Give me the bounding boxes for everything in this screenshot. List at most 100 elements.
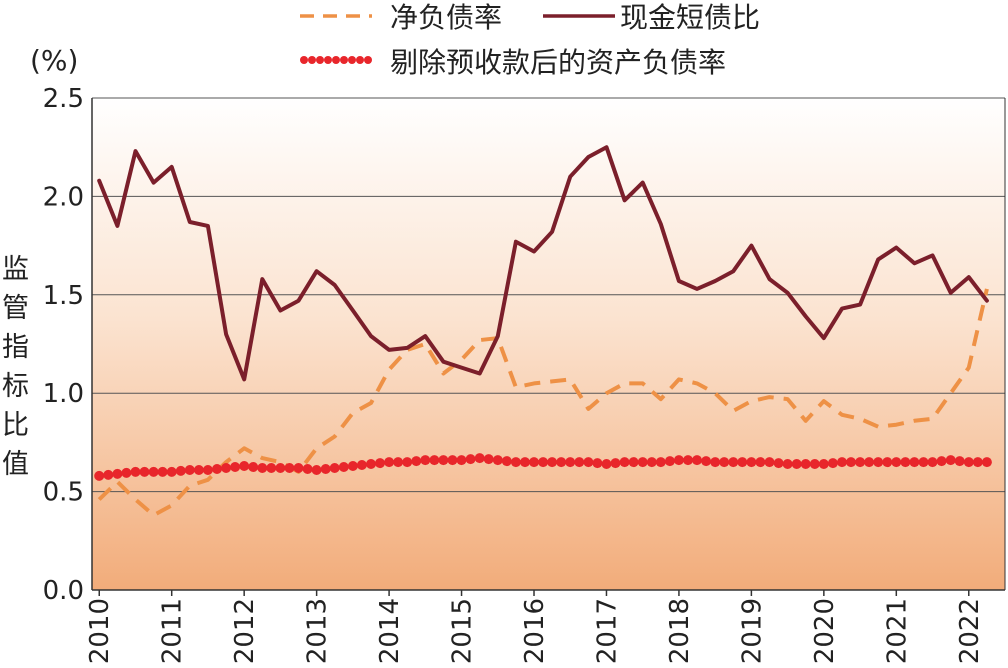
adjusted-asset-liability-dot xyxy=(393,457,404,468)
adjusted-asset-liability-dot xyxy=(827,458,838,469)
adjusted-asset-liability-dot xyxy=(719,457,730,468)
legend-dot xyxy=(364,56,372,64)
adjusted-asset-liability-dot xyxy=(501,456,512,467)
legend: 净负债率 现金短债比 剔除预收款后的资产负债率 xyxy=(300,1,760,79)
adjusted-asset-liability-point xyxy=(293,463,304,473)
adjusted-asset-liability-point xyxy=(637,457,648,468)
adjusted-asset-liability-point xyxy=(529,457,539,468)
legend-label-adjusted-asset-liability: 剔除预收款后的资产负债率 xyxy=(390,46,726,79)
y-axis-label-char: 标 xyxy=(2,371,29,402)
adjusted-asset-liability-point xyxy=(782,459,793,469)
adjusted-asset-liability-dot xyxy=(791,459,802,469)
adjusted-asset-liability-point xyxy=(855,457,866,468)
legend-dot xyxy=(308,56,316,64)
adjusted-asset-liability-dot xyxy=(284,463,295,473)
adjusted-asset-liability-point xyxy=(837,457,847,468)
adjusted-asset-liability-dot xyxy=(592,458,603,469)
adjusted-asset-liability-dot xyxy=(918,457,929,468)
adjusted-asset-liability-point xyxy=(909,457,920,468)
x-tick-label: 2020 xyxy=(810,598,840,664)
y-tick-label: 1.0 xyxy=(43,379,84,409)
y-tick-label: 2.5 xyxy=(43,84,84,114)
adjusted-asset-liability-dot xyxy=(882,457,893,468)
adjusted-asset-liability-dot xyxy=(520,457,530,468)
adjusted-asset-liability-dot xyxy=(266,463,277,473)
x-tick-label: 2010 xyxy=(85,598,115,664)
x-tick-label: 2015 xyxy=(448,598,478,664)
adjusted-asset-liability-dot xyxy=(429,455,440,466)
adjusted-asset-liability-dot xyxy=(175,465,186,476)
adjusted-asset-liability-point xyxy=(420,455,431,466)
x-tick-label: 2017 xyxy=(592,598,622,664)
adjusted-asset-liability-point xyxy=(456,455,467,466)
adjusted-asset-liability-dot xyxy=(465,454,476,465)
adjusted-asset-liability-dot xyxy=(320,464,331,474)
legend-label-cash-short-debt: 现金短债比 xyxy=(620,1,760,34)
adjusted-asset-liability-dot xyxy=(954,456,965,467)
adjusted-asset-liability-point xyxy=(565,457,576,468)
adjusted-asset-liability-point xyxy=(963,457,974,468)
x-tick-label: 2013 xyxy=(303,598,333,664)
adjusted-asset-liability-point xyxy=(239,461,250,471)
adjusted-asset-liability-point xyxy=(221,463,232,473)
x-tick-label: 2018 xyxy=(665,598,695,664)
adjusted-asset-liability-point xyxy=(710,457,721,468)
adjusted-asset-liability-dot xyxy=(121,467,132,478)
adjusted-asset-liability-dot xyxy=(936,456,947,467)
adjusted-asset-liability-dot xyxy=(483,454,494,465)
adjusted-asset-liability-point xyxy=(402,457,413,468)
adjusted-asset-liability-point xyxy=(619,457,630,468)
y-axis-label-char: 管 xyxy=(2,293,29,324)
y-tick-labels: 0.0 0.5 1.0 1.5 2.0 2.5 xyxy=(43,84,84,606)
adjusted-asset-liability-dot xyxy=(846,457,856,468)
legend-dot xyxy=(324,56,332,64)
adjusted-asset-liability-dot xyxy=(139,466,150,477)
x-tick-label: 2022 xyxy=(955,598,985,664)
legend-dot xyxy=(340,56,348,64)
adjusted-asset-liability-point xyxy=(366,459,376,469)
series-line-cash-short-debt xyxy=(97,145,989,382)
adjusted-asset-liability-point xyxy=(945,455,956,466)
adjusted-asset-liability-dot xyxy=(628,457,639,468)
x-tick-label: 2014 xyxy=(375,598,405,664)
legend-dot xyxy=(332,56,340,64)
adjusted-asset-liability-point xyxy=(384,457,395,468)
legend-dot xyxy=(300,56,308,64)
adjusted-asset-liability-dot xyxy=(972,457,983,468)
adjusted-asset-liability-dot xyxy=(556,457,567,468)
adjusted-asset-liability-point xyxy=(166,466,177,477)
y-tick-label: 2.0 xyxy=(43,182,84,212)
adjusted-asset-liability-dot xyxy=(538,457,549,468)
x-tick-label: 2021 xyxy=(882,598,912,664)
adjusted-asset-liability-point xyxy=(130,466,141,477)
adjusted-asset-liability-dot xyxy=(701,456,712,467)
adjusted-asset-liability-dot xyxy=(773,458,784,469)
y-tick-label: 0.0 xyxy=(43,576,84,606)
adjusted-asset-liability-point xyxy=(818,459,829,469)
adjusted-asset-liability-dot xyxy=(737,457,748,468)
adjusted-asset-liability-point xyxy=(655,457,666,468)
adjusted-asset-liability-dot xyxy=(157,466,168,477)
adjusted-asset-liability-dot xyxy=(193,465,204,475)
y-axis-label-char: 比 xyxy=(2,410,29,441)
adjusted-asset-liability-point xyxy=(474,453,485,464)
x-tick-label: 2012 xyxy=(230,598,260,664)
adjusted-asset-liability-point xyxy=(583,457,594,468)
adjusted-asset-liability-dot xyxy=(248,462,259,472)
adjusted-asset-liability-dot xyxy=(864,457,875,468)
adjusted-asset-liability-dot xyxy=(411,456,422,467)
adjusted-asset-liability-dot xyxy=(212,464,222,474)
x-tick-label: 2016 xyxy=(520,598,550,664)
x-tick-labels: 2010 2011 2012 2013 2014 2015 2016 2017 2018 2019… xyxy=(85,590,985,664)
y-tick-label: 0.5 xyxy=(43,478,84,508)
adjusted-asset-liability-point xyxy=(728,457,739,468)
adjusted-asset-liability-point xyxy=(673,455,684,466)
adjusted-asset-liability-dot xyxy=(375,458,385,469)
adjusted-asset-liability-dot xyxy=(646,457,657,468)
y-axis-label-char: 指 xyxy=(2,332,29,363)
adjusted-asset-liability-dot xyxy=(302,464,313,474)
adjusted-asset-liability-dot xyxy=(230,462,241,472)
